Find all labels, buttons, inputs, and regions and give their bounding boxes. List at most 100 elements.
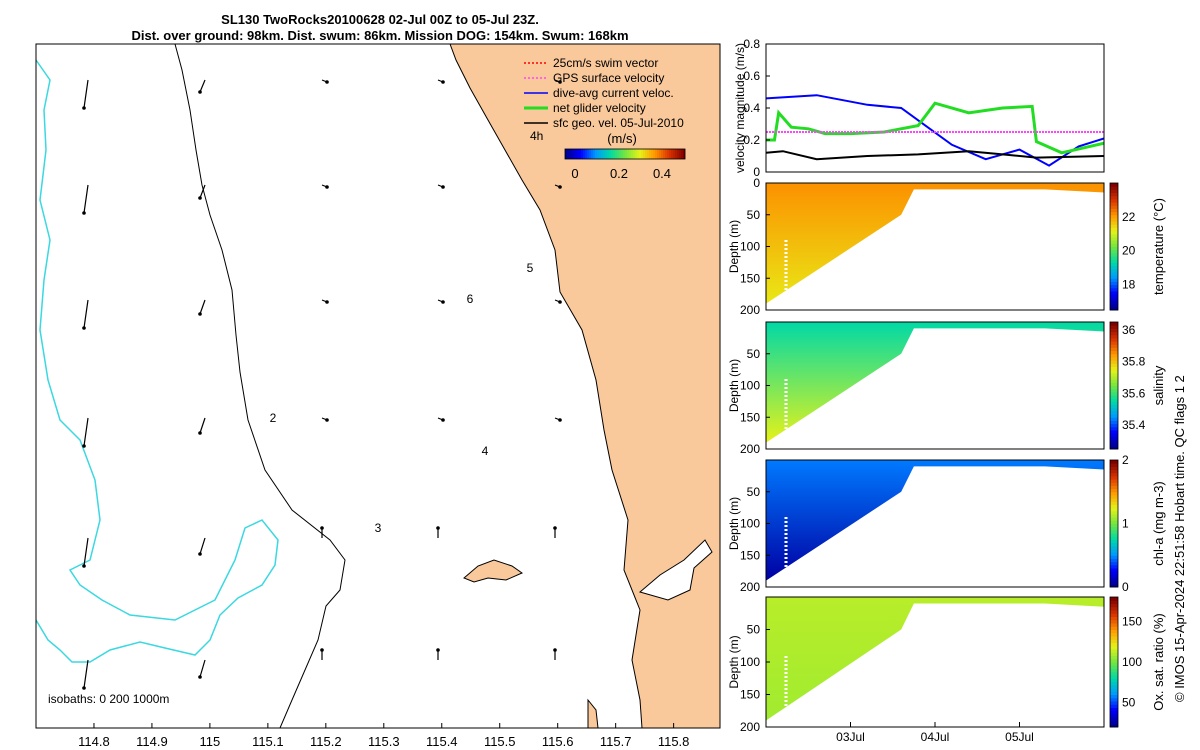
chlorophyll-colorbar-segment xyxy=(1110,542,1118,547)
temperature-colorbar-segment xyxy=(1110,278,1118,282)
geo-vector-head xyxy=(82,444,86,448)
salinity-colorbar-segment xyxy=(1110,375,1118,380)
salinity-colorbar-segment xyxy=(1110,420,1118,425)
temperature-plot-area xyxy=(766,183,1104,310)
geo-vector-head xyxy=(82,686,86,690)
salinity-colorbar-segment xyxy=(1110,414,1118,418)
temperature-colorbar-segment xyxy=(1110,183,1118,187)
salinity-colorbar-frame xyxy=(1109,321,1119,450)
oxygen-y-tick-label: 150 xyxy=(740,688,760,702)
salinity-colorbar-segment xyxy=(1110,363,1118,367)
map-colorbar-title: (m/s) xyxy=(607,131,637,146)
track-day-label: 2 xyxy=(270,411,277,425)
salinity-colorbar-segment xyxy=(1110,350,1118,355)
track-day-label: 3 xyxy=(375,521,382,535)
oxygen-colorbar-segment xyxy=(1110,697,1118,702)
map-colorbar-segment xyxy=(583,149,586,159)
chlorophyll-colorbar-segment xyxy=(1110,475,1118,480)
temperature-y-tick-label: 0 xyxy=(753,176,760,190)
geo-vector-head xyxy=(436,648,440,652)
vector-time-label: 4h xyxy=(530,129,543,143)
map-colorbar-segment xyxy=(587,149,590,159)
geo-vector-head xyxy=(198,312,202,316)
oxygen-section-fill xyxy=(766,597,1104,721)
salinity-colorbar-segment xyxy=(1110,366,1118,371)
map-colorbar-segment xyxy=(593,149,596,159)
oxygen-colorbar-segment xyxy=(1110,600,1118,604)
chlorophyll-y-tick-label: 150 xyxy=(740,548,760,562)
temperature-colorbar-segment xyxy=(1110,208,1118,213)
chlorophyll-colorbar-segment xyxy=(1110,555,1118,559)
oxygen-y-label: Depth (m) xyxy=(727,635,741,688)
salinity-colorbar-segment xyxy=(1110,322,1118,326)
map-colorbar-segment xyxy=(571,149,574,159)
oxygen-colorbar-segment xyxy=(1110,707,1118,712)
salinity-colorbar-segment xyxy=(1110,388,1118,393)
chlorophyll-colorbar-segment xyxy=(1110,501,1118,505)
title-line-2: Dist. over ground: 98km. Dist. swum: 86k… xyxy=(131,28,629,43)
chlorophyll-colorbar-segment xyxy=(1110,507,1118,512)
temperature-colorbar-segment xyxy=(1110,275,1118,279)
salinity-colorbar-segment xyxy=(1110,429,1118,434)
oxygen-colorbar-segment xyxy=(1110,691,1118,695)
geo-vector xyxy=(199,659,206,678)
geo-vector-head xyxy=(198,431,202,435)
chlorophyll-y-tick-label: 100 xyxy=(740,517,760,531)
temperature-colorbar-segment xyxy=(1110,195,1118,200)
map-colorbar-segment xyxy=(573,149,576,159)
map-colorbar-segment xyxy=(643,149,646,159)
temperature-colorbar-segment xyxy=(1110,256,1118,260)
geo-vector xyxy=(83,659,89,689)
geo-vector xyxy=(83,79,89,109)
salinity-colorbar-segment xyxy=(1110,328,1118,333)
geo-vector-head xyxy=(82,211,86,215)
chlorophyll-colorbar-segment xyxy=(1110,577,1118,582)
chlorophyll-colorbar-segment xyxy=(1110,498,1118,502)
map-colorbar-segment xyxy=(627,149,630,159)
map-colorbar-segment xyxy=(605,149,608,159)
geo-vector-head xyxy=(82,564,86,568)
temperature-colorbar-segment xyxy=(1110,294,1118,298)
temperature-colorbar-segment xyxy=(1110,198,1118,203)
map-colorbar-segment xyxy=(665,149,668,159)
geo-vector-head xyxy=(325,300,329,304)
temperature-y-label: Depth (m) xyxy=(727,220,741,273)
velocity-y-tick-label: 0.6 xyxy=(743,69,760,83)
land-area xyxy=(450,44,720,728)
chlorophyll-colorbar-segment xyxy=(1110,536,1118,540)
temperature-colorbar-segment xyxy=(1110,192,1118,197)
temperature-colorbar-segment xyxy=(1110,236,1118,241)
oxygen-colorbar-segment xyxy=(1110,688,1118,692)
salinity-colorbar-tick: 35.4 xyxy=(1122,418,1146,432)
map-colorbar-segment xyxy=(659,149,662,159)
island xyxy=(463,559,524,583)
chlorophyll-colorbar-segment xyxy=(1110,580,1118,585)
time-x-tick-label: 03Jul xyxy=(836,730,865,744)
oxygen-colorbar-segment xyxy=(1110,665,1118,669)
oxygen-colorbar-segment xyxy=(1110,649,1118,653)
salinity-colorbar-segment xyxy=(1110,395,1118,399)
chlorophyll-colorbar-segment xyxy=(1110,510,1118,515)
temperature-colorbar-segment xyxy=(1110,271,1118,276)
map-colorbar-segment xyxy=(635,149,638,159)
salinity-colorbar-segment xyxy=(1110,347,1118,352)
chlorophyll-colorbar-segment xyxy=(1110,574,1118,578)
temperature-colorbar-tick: 20 xyxy=(1122,244,1136,258)
map-colorbar-segment xyxy=(663,149,666,159)
temperature-y-tick-label: 200 xyxy=(740,303,760,317)
chlorophyll-plot-area xyxy=(766,460,1104,587)
temperature-y-tick-label: 50 xyxy=(747,208,761,222)
oxygen-colorbar-segment xyxy=(1110,645,1118,650)
salinity-y-label: Depth (m) xyxy=(727,359,741,412)
chlorophyll-colorbar-tick: 1 xyxy=(1122,517,1129,531)
velocity-series-line xyxy=(766,101,1104,155)
geo-vector xyxy=(199,299,206,315)
geo-vector-head xyxy=(441,418,445,422)
salinity-colorbar-segment xyxy=(1110,382,1118,386)
title-line-1: SL130 TwoRocks20100628 02-Jul 00Z to 05-… xyxy=(221,12,539,27)
oxygen-colorbar-segment xyxy=(1110,720,1118,725)
salinity-colorbar-segment xyxy=(1110,426,1118,431)
map-colorbar-segment xyxy=(649,149,652,159)
